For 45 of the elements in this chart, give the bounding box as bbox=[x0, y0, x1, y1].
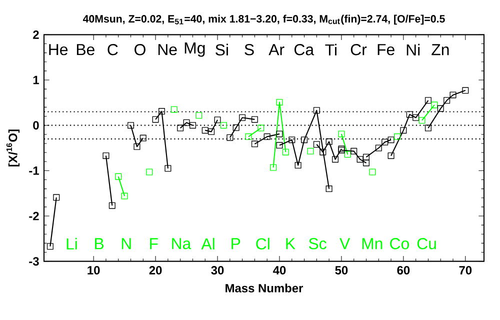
annotation: Mn bbox=[362, 238, 382, 250]
annotation: Al bbox=[201, 238, 214, 250]
y-tick-label: 0 bbox=[33, 121, 39, 130]
annotation: C bbox=[108, 44, 118, 56]
annotation: Cu bbox=[417, 238, 436, 250]
x-tick-label: 70 bbox=[459, 266, 472, 274]
annotation: O bbox=[134, 44, 146, 56]
annotation: Cl bbox=[256, 238, 270, 250]
annotation: Mg bbox=[184, 42, 205, 57]
annotation: V bbox=[340, 238, 350, 250]
x-tick-label: 10 bbox=[88, 266, 100, 274]
annotation: K bbox=[286, 238, 296, 250]
annotation: F bbox=[150, 238, 158, 250]
annotation: B bbox=[95, 238, 104, 250]
y-tick-label: 1 bbox=[33, 76, 39, 84]
y-tick-label: 2 bbox=[33, 30, 39, 39]
annotation: N bbox=[122, 238, 131, 250]
x-axis-title: Mass Number bbox=[226, 284, 304, 292]
annotation: Fe bbox=[378, 44, 394, 56]
x-tick-label: 40 bbox=[273, 266, 286, 274]
annotation: He bbox=[49, 44, 68, 56]
annotation: Zn bbox=[432, 44, 449, 56]
annotation: Ca bbox=[294, 44, 314, 56]
y-tick-label: -2 bbox=[29, 212, 39, 220]
annotation: Li bbox=[66, 238, 77, 250]
x-tick-label: 20 bbox=[149, 266, 162, 274]
chart-title: 40Msun, Z=0.02, E$_{51}$=40, mix 1.81−3.20, f=0.33, M$_{cut}$(fin)=2.74, [O/Fe]=0.5 bbox=[82, 14, 445, 25]
annotation: S bbox=[244, 44, 254, 56]
y-tick-label: -3 bbox=[29, 257, 39, 266]
annotation: Ar bbox=[268, 44, 284, 56]
annotation: P bbox=[232, 238, 240, 250]
annotation: Na bbox=[172, 238, 192, 250]
annotation: Ni bbox=[406, 44, 420, 56]
x-tick-label: 30 bbox=[211, 266, 224, 274]
annotation: Be bbox=[76, 44, 94, 56]
annotation: Co bbox=[390, 238, 409, 250]
annotation: Ti bbox=[325, 44, 336, 56]
annotation: Si bbox=[216, 44, 228, 56]
annotation: Ne bbox=[158, 44, 177, 56]
x-tick-label: 60 bbox=[397, 266, 410, 274]
x-tick-label: 50 bbox=[335, 266, 348, 274]
y-tick-label: -1 bbox=[29, 166, 39, 175]
y-axis-title: [X/$^{16}$O] bbox=[6, 130, 20, 166]
annotation: Sc bbox=[308, 238, 326, 250]
annotation: Cr bbox=[350, 44, 367, 56]
